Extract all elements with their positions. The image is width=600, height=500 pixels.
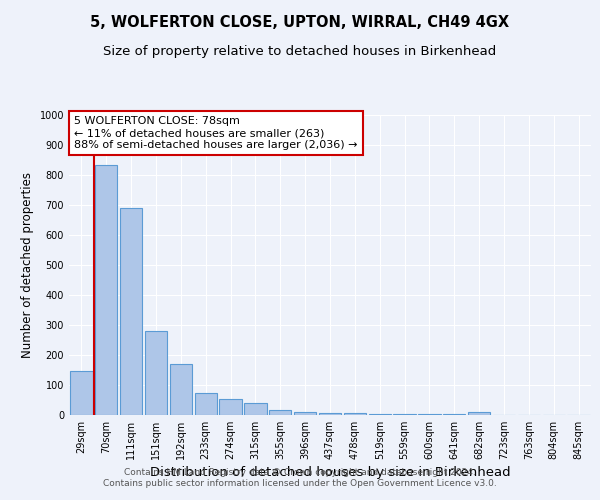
Bar xyxy=(95,164,118,415)
Bar xyxy=(319,412,341,415)
X-axis label: Distribution of detached houses by size in Birkenhead: Distribution of detached houses by size … xyxy=(149,466,511,479)
Text: Size of property relative to detached houses in Birkenhead: Size of property relative to detached ho… xyxy=(103,45,497,58)
Bar xyxy=(70,370,92,415)
Bar xyxy=(120,208,142,415)
Bar xyxy=(468,412,490,415)
Bar xyxy=(220,400,242,415)
Bar xyxy=(418,414,440,415)
Bar xyxy=(344,412,366,415)
Bar xyxy=(170,364,192,415)
Bar xyxy=(194,392,217,415)
Text: 5, WOLFERTON CLOSE, UPTON, WIRRAL, CH49 4GX: 5, WOLFERTON CLOSE, UPTON, WIRRAL, CH49 … xyxy=(91,15,509,30)
Text: 5 WOLFERTON CLOSE: 78sqm
← 11% of detached houses are smaller (263)
88% of semi-: 5 WOLFERTON CLOSE: 78sqm ← 11% of detach… xyxy=(74,116,358,150)
Bar xyxy=(294,412,316,415)
Bar xyxy=(394,414,416,415)
Bar xyxy=(269,410,292,415)
Bar xyxy=(368,414,391,415)
Text: Contains HM Land Registry data © Crown copyright and database right 2024.
Contai: Contains HM Land Registry data © Crown c… xyxy=(103,468,497,487)
Bar xyxy=(145,331,167,415)
Bar xyxy=(244,403,266,415)
Y-axis label: Number of detached properties: Number of detached properties xyxy=(21,172,34,358)
Bar xyxy=(443,414,466,415)
